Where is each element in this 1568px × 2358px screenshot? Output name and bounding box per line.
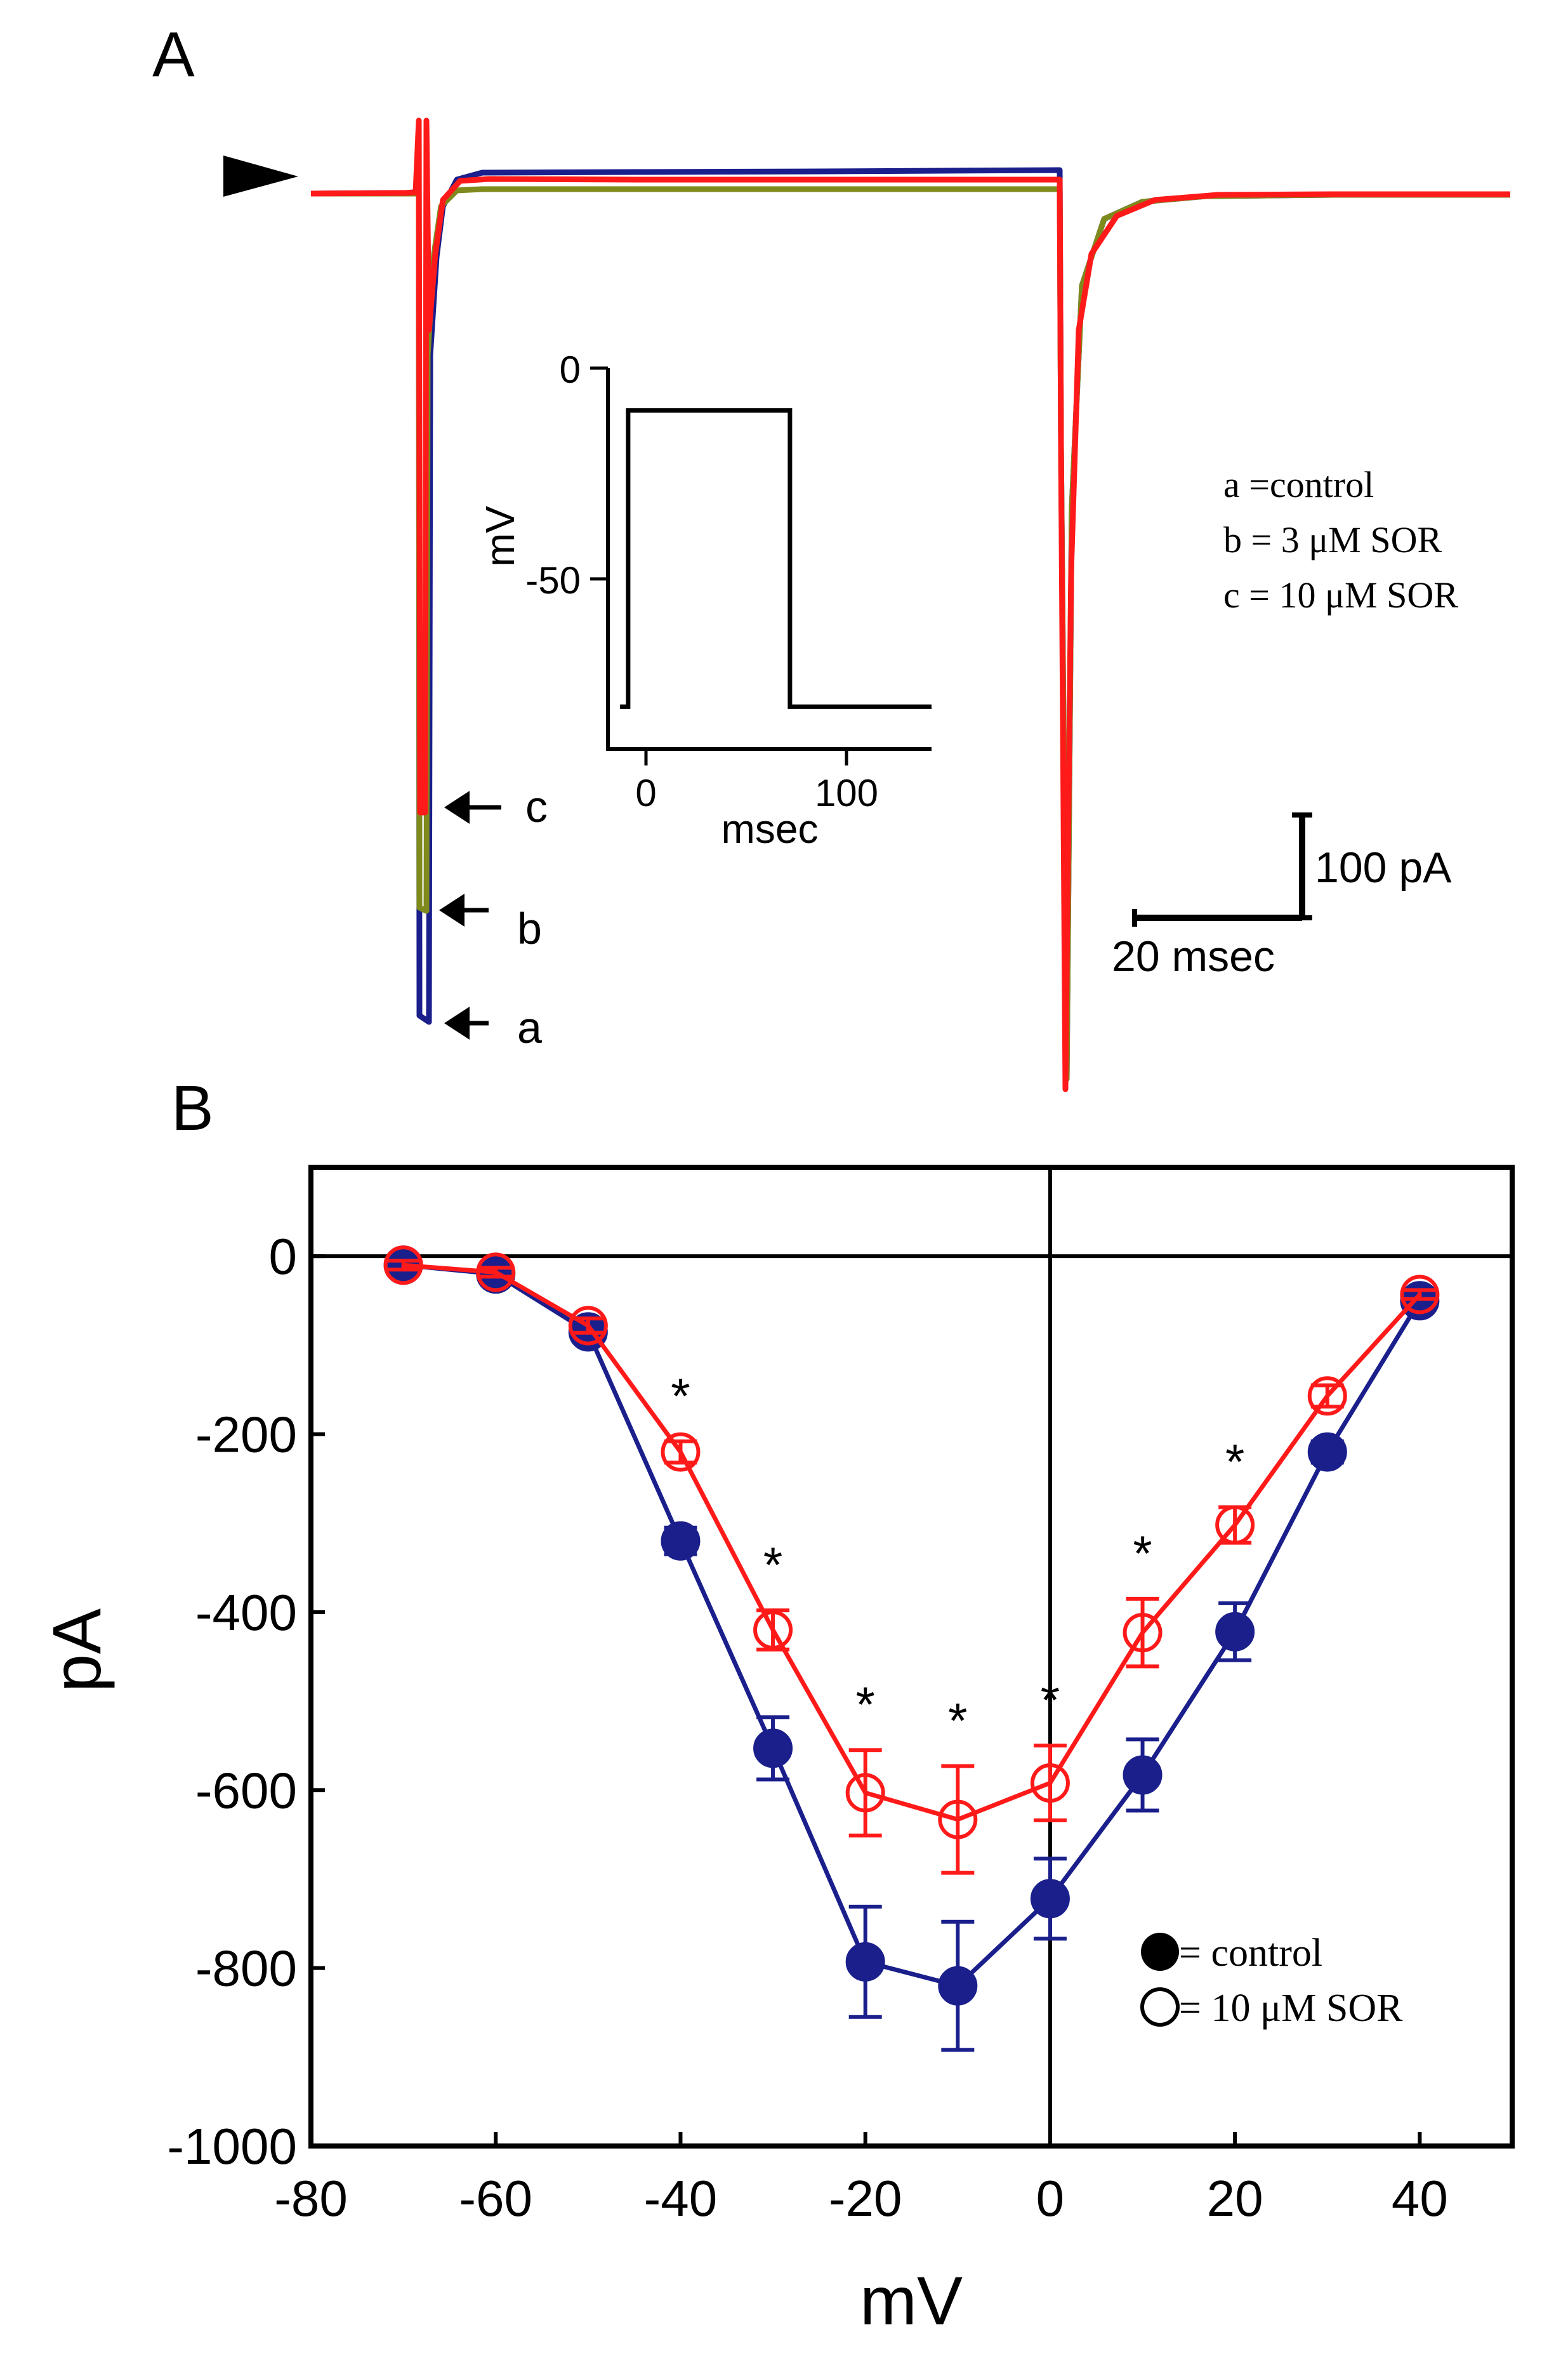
legend-marker-control (1141, 1933, 1179, 1971)
trace-pointer-a: a (444, 1003, 542, 1052)
data-point (1215, 1505, 1255, 1545)
arrow-left-icon (439, 894, 464, 927)
data-point (661, 1432, 701, 1472)
data-point (1123, 1755, 1163, 1795)
inset-xlabel: msec (721, 806, 819, 852)
x-tick-label: -40 (644, 2170, 718, 2227)
trace-pointer-c: c (444, 782, 548, 831)
scale-bar: 100 pA 20 msec (1112, 812, 1452, 981)
trace-control (310, 167, 1510, 1082)
legend-a-control: a =control (1223, 464, 1374, 505)
legend-marker-10uM-sor (1140, 1987, 1180, 2027)
inset-ytick-label: 0 (560, 348, 581, 391)
significance-markers: * * * * * * * (671, 1368, 1244, 1749)
x-tick-label: 40 (1392, 2170, 1448, 2227)
legend-label-control: = control (1179, 1931, 1322, 1975)
panel-a: A c b a (152, 19, 1510, 1092)
x-tick-label: -20 (829, 2170, 902, 2227)
significance-star: * (671, 1368, 690, 1424)
significance-star: * (856, 1676, 875, 1732)
x-axis-label: mV (860, 2262, 963, 2339)
panel-b: B -80 -60 -40 -20 0 20 40 0-200-400-600-800-10… (38, 1073, 1515, 2339)
data-point (938, 1966, 978, 2006)
data-point (1123, 1613, 1163, 1653)
inset-axes (606, 368, 932, 751)
y-tick-label: -1000 (167, 2118, 297, 2175)
inset-ylabel: mV (477, 506, 523, 567)
y-tick-label: -400 (195, 1584, 297, 1641)
data-point (938, 1799, 978, 1839)
inset-voltage-protocol: 0 -50 0 100 msec mV (477, 348, 932, 852)
arrow-left-icon (444, 1007, 470, 1040)
inset-protocol-trace (620, 408, 932, 709)
baseline-arrowhead-icon (223, 156, 298, 197)
trace-10uM-sor (310, 117, 1510, 1092)
series-layer (383, 1245, 1440, 2052)
x-tick-label: -80 (274, 2170, 348, 2227)
trace-3uM-sor (311, 186, 1510, 1082)
y-axis-label: pA (38, 1608, 115, 1692)
legend-c-10uM-sor: c = 10 μM SOR (1223, 574, 1458, 616)
series-control (383, 1245, 1440, 2052)
y-tick-label: 0 (269, 1228, 298, 1285)
series-line (403, 1262, 1421, 1822)
panel-a-label: A (152, 19, 195, 90)
data-point (476, 1252, 516, 1292)
trace-label-b: b (517, 904, 542, 953)
y-tick-label: -200 (195, 1407, 297, 1463)
data-point (1307, 1432, 1347, 1472)
panel-a-legend: a =control b = 3 μM SOR c = 10 μM SOR (1223, 464, 1458, 616)
arrow-left-icon (444, 791, 470, 824)
legend-label-10uM-sor: = 10 μM SOR (1179, 1987, 1403, 2030)
data-point (1215, 1612, 1255, 1652)
y-axis-ticks: 0 -200 -400 -600 -800 -1000 (167, 1228, 325, 2175)
y-tick-label: -600 (195, 1762, 297, 1818)
data-point (753, 1728, 793, 1768)
significance-star: * (1133, 1525, 1152, 1581)
data-point (568, 1306, 608, 1346)
inset-xtick-label: 0 (635, 772, 656, 814)
inset-xtick-label: 100 (815, 772, 878, 814)
data-point (1030, 1879, 1070, 1919)
x-tick-label: 0 (1036, 2170, 1065, 2227)
significance-star: * (763, 1537, 782, 1593)
data-point (1400, 1275, 1440, 1315)
data-point (845, 1942, 885, 1982)
x-tick-label: -60 (459, 2170, 532, 2227)
current-traces (310, 117, 1510, 1092)
data-point (845, 1773, 885, 1813)
trace-label-a: a (517, 1003, 542, 1052)
data-point (1030, 1763, 1070, 1803)
scale-bar-y-label: 100 pA (1315, 844, 1452, 892)
plot-frame (308, 1165, 1515, 2149)
panel-b-legend: = control = 10 μM SOR (1140, 1931, 1403, 2030)
significance-star: * (1225, 1433, 1244, 1489)
panel-b-label: B (171, 1073, 214, 1144)
reference-lines (311, 1167, 1512, 2146)
series-10uM-sor (383, 1245, 1440, 1875)
data-point (1307, 1376, 1347, 1416)
iv-chart: -80 -60 -40 -20 0 20 40 0-200-400-600-800-1000… (38, 1165, 1515, 2339)
y-tick-label: -800 (195, 1940, 297, 1997)
inset-ytick-label: -50 (525, 559, 581, 602)
data-point (383, 1245, 423, 1285)
legend-b-3uM-sor: b = 3 μM SOR (1223, 519, 1442, 560)
data-point (753, 1610, 793, 1650)
series-line (403, 1262, 1422, 1989)
scale-bar-x-label: 20 msec (1112, 932, 1275, 981)
significance-star: * (948, 1692, 967, 1748)
x-tick-label: 20 (1207, 2170, 1263, 2227)
x-axis-ticks: -80 -60 -40 -20 0 20 40 (274, 2132, 1448, 2227)
trace-label-c: c (525, 782, 548, 831)
data-point (661, 1521, 701, 1561)
significance-star: * (1041, 1672, 1060, 1728)
trace-pointer-b: b (439, 894, 542, 953)
